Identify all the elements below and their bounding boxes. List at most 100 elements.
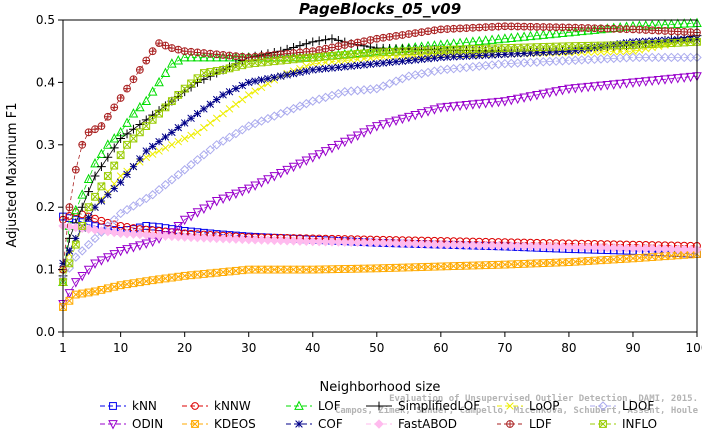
point-ldf-89: [622, 25, 631, 34]
point-simplifiedlof-38: [295, 41, 305, 50]
point-loop-23: [200, 123, 208, 132]
point-fastabod-65: [468, 240, 478, 250]
point-ldf-57: [417, 28, 426, 37]
point-lof-13: [135, 101, 145, 112]
legend-label-ldf: LDF: [529, 417, 552, 431]
point-cof-42: [321, 64, 330, 73]
point-fastabod-51: [378, 238, 388, 248]
point-simplifiedlof-41: [314, 36, 324, 46]
point-cof-74: [526, 49, 535, 57]
point-odin-99: [685, 72, 696, 83]
legend-item-cof: COF: [286, 417, 343, 431]
point-cof-64: [462, 52, 471, 60]
point-ldf-81: [571, 23, 580, 32]
point-loop-19: [174, 137, 183, 146]
point-odin-44: [333, 140, 344, 151]
point-cof-67: [481, 51, 490, 60]
point-odin-43: [327, 144, 337, 154]
point-ldf-24: [206, 49, 215, 58]
point-odin-33: [263, 175, 273, 185]
point-loop-10: [116, 172, 125, 180]
point-ldf-11: [123, 84, 131, 93]
point-ldf-55: [404, 30, 413, 38]
point-ldof-85: [596, 54, 606, 64]
series-inflo: [59, 37, 701, 286]
point-ldf-12: [129, 75, 138, 84]
point-ldf-99: [686, 28, 695, 37]
point-ldf-75: [532, 22, 541, 31]
point-ldf-41: [315, 46, 324, 54]
legend-item-odin: ODIN: [100, 417, 163, 431]
point-ldf-5: [84, 128, 93, 137]
point-ldof-15: [147, 190, 158, 200]
point-cof-71: [507, 50, 516, 58]
point-kdeos-7: [97, 285, 106, 294]
point-cof-78: [552, 48, 560, 56]
chart-title: PageBlocks_05_v09: [299, 0, 461, 18]
point-cof-32: [257, 76, 266, 84]
point-cof-39: [302, 67, 311, 75]
series-line-cof: [62, 38, 698, 264]
point-odin-88: [615, 79, 625, 90]
point-fastabod-99: [685, 244, 696, 255]
point-loop-21: [187, 131, 195, 140]
point-ldf-82: [577, 23, 586, 32]
point-fastabod-60: [436, 239, 446, 250]
point-cof-72: [513, 49, 522, 58]
point-cof-48: [360, 61, 368, 69]
point-ldf-10: [116, 94, 125, 102]
point-kdeos-9: [110, 282, 119, 291]
point-odin-86: [602, 80, 613, 91]
point-fastabod-93: [647, 244, 657, 254]
point-ldof-31: [250, 118, 260, 129]
point-ldof-53: [391, 76, 401, 86]
point-inflo-13: [135, 128, 144, 137]
legend-swatch-marker-cof: [295, 420, 303, 428]
point-ldof-97: [673, 52, 683, 63]
point-ldof-89: [621, 53, 632, 63]
y-tick-label-0-1: 0.1: [36, 263, 55, 277]
point-ldf-77: [545, 23, 554, 32]
point-odin-60: [436, 103, 446, 113]
point-cof-7: [97, 197, 106, 205]
point-ldof-92: [641, 52, 651, 63]
point-cof-5: [84, 213, 93, 222]
point-odin-68: [487, 98, 497, 108]
point-loop-29: [238, 95, 247, 104]
point-lof-15: [147, 86, 158, 96]
point-ldf-7: [97, 122, 106, 130]
point-odin-18: [167, 228, 177, 238]
point-fastabod-50: [372, 238, 382, 248]
point-cof-27: [225, 88, 234, 96]
point-cof-54: [398, 57, 407, 65]
point-odin-59: [429, 105, 440, 115]
point-ldof-70: [500, 58, 510, 69]
point-ldf-96: [667, 27, 676, 36]
point-cof-73: [520, 49, 528, 58]
point-fastabod-27: [224, 234, 235, 244]
point-odin-27: [224, 192, 235, 202]
point-ldf-62: [449, 24, 458, 33]
point-ldof-5: [83, 239, 94, 250]
point-loop-25: [212, 114, 221, 123]
point-odin-19: [173, 222, 184, 232]
point-loop-20: [180, 134, 189, 143]
point-ldf-9: [110, 103, 119, 112]
point-ldf-2: [65, 203, 74, 212]
point-ldf-47: [353, 38, 362, 47]
point-simplifiedlof-10: [116, 134, 126, 143]
point-ldf-95: [661, 27, 669, 35]
point-ldof-13: [135, 197, 145, 207]
point-ldof-23: [199, 150, 209, 160]
point-ldf-71: [507, 22, 516, 31]
point-inflo-9: [110, 161, 119, 170]
point-fastabod-32: [256, 235, 267, 245]
point-odin-92: [640, 77, 651, 87]
point-fastabod-19: [173, 232, 183, 242]
point-ldof-6: [90, 233, 100, 244]
point-ldf-52: [385, 32, 394, 41]
point-lof-23: [199, 51, 209, 62]
point-ldf-16: [155, 39, 163, 47]
point-cof-12: [129, 162, 138, 171]
point-fastabod-42: [320, 237, 331, 247]
